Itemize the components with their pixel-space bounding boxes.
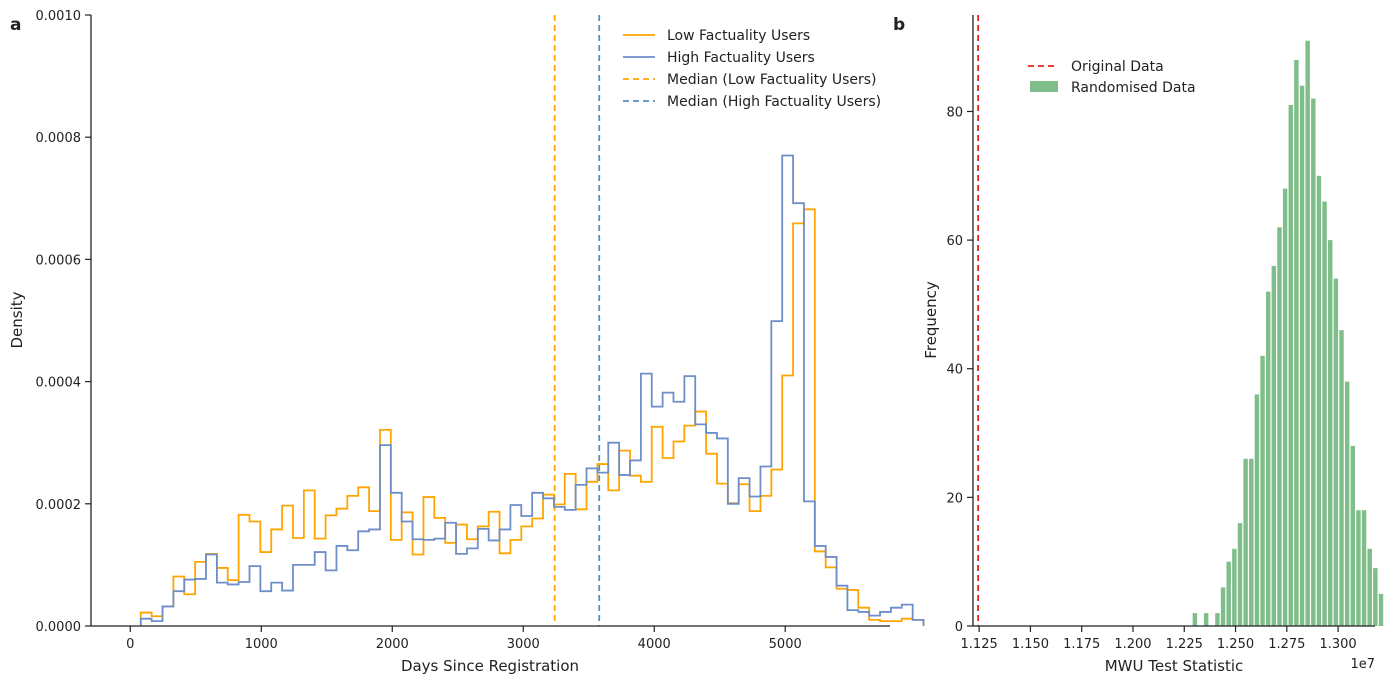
panel-a-legend: Low Factuality Users High Factuality Use… <box>623 28 881 110</box>
y-tick-label: 0.0008 <box>36 131 82 146</box>
series-step-low-factuality <box>139 208 925 626</box>
legend-label-low: Low Factuality Users <box>667 28 810 44</box>
histogram-bar <box>1260 355 1265 626</box>
histogram-bar <box>1232 548 1237 626</box>
x-tick-label: 1.150 <box>1012 637 1049 652</box>
histogram-bar <box>1305 40 1310 626</box>
panel-b-marks <box>977 15 1384 626</box>
panel-a-x-ticks: 0 1000 2000 3000 4000 5000 <box>126 626 802 652</box>
y-tick-label: 0.0010 <box>36 9 82 24</box>
histogram-bar <box>1367 548 1372 626</box>
x-tick-label: 1.300 <box>1319 637 1356 652</box>
panel-a: a 0 1000 2000 3000 4000 5000 0.00000.00020.00… <box>8 9 925 675</box>
legend-label-median-low: Median (Low Factuality Users) <box>667 72 877 88</box>
panel-a-y-ticks: 0.0000 0.0002 0.0004 0.0006 0.0008 0.0010 <box>36 9 91 635</box>
histogram-bar <box>1192 613 1198 626</box>
panel-a-y-label: Density <box>8 291 26 348</box>
x-tick-label: 1.125 <box>961 637 998 652</box>
y-tick-label: 40 <box>946 363 963 378</box>
legend-swatch-randomised <box>1030 81 1058 92</box>
x-tick-label: 2000 <box>376 637 409 652</box>
legend-label-original: Original Data <box>1071 59 1164 75</box>
histogram-bar <box>1350 445 1356 626</box>
panel-b-legend: Original Data Randomised Data <box>1028 59 1196 96</box>
histogram-bar <box>1361 510 1367 626</box>
histogram-bar <box>1328 240 1333 626</box>
legend-label-median-high: Median (High Factuality Users) <box>667 94 881 110</box>
histogram-bar <box>1288 105 1293 626</box>
panel-b-x-ticks: 1.125 1.150 1.175 1.200 1.225 1.250 1.275 1.300 <box>961 626 1357 652</box>
histogram-bar <box>1333 278 1339 626</box>
x-tick-label: 1000 <box>245 637 278 652</box>
histogram-bar <box>1282 188 1288 626</box>
y-tick-label: 60 <box>946 234 963 249</box>
legend-label-high: High Factuality Users <box>667 50 815 66</box>
histogram-bar <box>1378 593 1384 626</box>
histogram-bar <box>1373 568 1378 626</box>
histogram-bar <box>1254 394 1260 626</box>
histogram-bar <box>1294 60 1299 626</box>
y-tick-label: 0.0006 <box>36 253 82 268</box>
x-tick-label: 0 <box>126 637 134 652</box>
x-tick-label: 4000 <box>638 637 671 652</box>
histogram-bar <box>1356 510 1361 626</box>
histogram-bar <box>1265 291 1271 626</box>
panel-b-x-label: MWU Test Statistic <box>1105 657 1244 675</box>
y-tick-label: 0 <box>955 620 963 635</box>
panel-b-y-ticks: 0 20 40 60 80 <box>946 105 973 635</box>
panel-a-grid-marks <box>139 15 925 626</box>
x-tick-label: 5000 <box>769 637 802 652</box>
panel-b-y-label: Frequency <box>922 281 940 359</box>
histogram-bar <box>1220 587 1226 626</box>
histogram-bar <box>1322 201 1327 626</box>
histogram-bar <box>1226 561 1231 626</box>
legend-label-randomised: Randomised Data <box>1071 80 1196 96</box>
histogram-bar <box>1277 227 1282 626</box>
x-tick-label: 1.275 <box>1268 637 1305 652</box>
panel-a-x-label: Days Since Registration <box>401 657 579 675</box>
x-tick-label: 1.200 <box>1114 637 1151 652</box>
x-tick-label: 1.175 <box>1063 637 1100 652</box>
x-tick-label: 1.250 <box>1217 637 1254 652</box>
histogram-bar <box>1215 613 1220 626</box>
y-tick-label: 0.0000 <box>36 620 82 635</box>
histogram-bar <box>1243 458 1248 626</box>
histogram-bar <box>1311 98 1316 626</box>
y-tick-label: 20 <box>946 491 963 506</box>
panel-a-letter: a <box>10 15 21 35</box>
histogram-bar <box>1203 613 1209 626</box>
x-tick-label: 1.225 <box>1166 637 1203 652</box>
panel-b-offset-label: 1e7 <box>1350 657 1375 672</box>
panel-b-letter: b <box>893 15 905 35</box>
series-step-high-factuality <box>139 154 925 626</box>
y-tick-label: 80 <box>946 105 963 120</box>
histogram-bar <box>1316 175 1322 626</box>
panel-b: b 1.125 1.150 1.175 1.200 1.225 1.250 1.275 1.3… <box>893 15 1384 675</box>
histogram-bar <box>1344 381 1350 626</box>
y-tick-label: 0.0004 <box>36 376 82 391</box>
histogram-bar <box>1299 85 1305 626</box>
histogram-bar <box>1249 458 1254 626</box>
x-tick-label: 3000 <box>507 637 540 652</box>
histogram-bar <box>1339 330 1344 626</box>
y-tick-label: 0.0002 <box>36 498 82 513</box>
histogram-bar <box>1237 523 1243 626</box>
histogram-bar <box>1271 265 1277 626</box>
